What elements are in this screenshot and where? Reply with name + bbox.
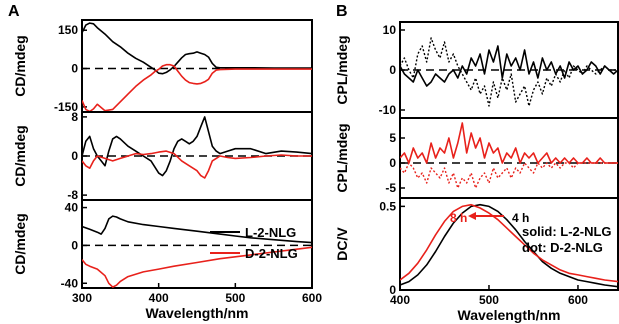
- panel-label-a: A: [8, 3, 20, 20]
- y-tick-label: 40: [65, 201, 79, 215]
- legend-text-dot: dot: D-2-NLG: [522, 240, 603, 255]
- x-tick-label: 600: [568, 293, 588, 307]
- series-line-dotted-1: [400, 162, 618, 189]
- legend-text-solid: solid: L-2-NLG: [522, 224, 612, 239]
- x-tick-label: 500: [479, 293, 499, 307]
- chart-b2: 5 0 -5 CPL/mdeg: [334, 117, 619, 199]
- y-tick-label: 8: [71, 110, 78, 124]
- y-tick-label: 150: [58, 23, 78, 37]
- y-axis-label: CPL/mdeg: [334, 123, 350, 192]
- y-axis-label: CD/mdeg: [12, 213, 28, 274]
- y-tick-label: 0: [71, 238, 78, 252]
- y-axis-label: CPL/mdeg: [334, 35, 350, 104]
- y-tick-label: -10: [379, 103, 397, 117]
- x-tick-label: 400: [390, 293, 410, 307]
- annotations-b3: 8 h 4 h: [450, 211, 529, 225]
- series-line-line-1: [82, 246, 312, 288]
- series-line-d-2-nlg: [82, 150, 312, 179]
- legend-label-l: L-2-NLG: [245, 225, 296, 240]
- legend-label-d: D-2-NLG: [245, 246, 298, 261]
- plot-frame-a3: [81, 199, 313, 289]
- plot-frame-b3: [399, 197, 619, 291]
- series-line-solid-0: [400, 45, 618, 87]
- series-line-l-2-nlg: [82, 116, 312, 177]
- legend-a2: L-2-NLG D-2-NLG: [210, 225, 298, 261]
- series-line-line-0: [82, 22, 312, 75]
- annotation-arrow-head: [468, 212, 476, 220]
- series-line-4-h: [400, 203, 618, 288]
- y-tick-label: 0: [389, 283, 396, 297]
- plot-frame-b2: [399, 117, 619, 199]
- y-tick-label: 10: [383, 23, 397, 37]
- x-axis-label: Wavelength/nm: [146, 305, 249, 321]
- annotation-8h: 8 h: [450, 211, 467, 225]
- chart-b1: 10 0 -10 CPL/mdeg: [334, 21, 619, 119]
- panel-label-b: B: [336, 3, 348, 20]
- y-tick-label: 0: [389, 156, 396, 170]
- annotation-4h: 4 h: [512, 211, 529, 225]
- y-tick-label: -40: [61, 276, 79, 290]
- x-tick-label: 400: [149, 291, 169, 305]
- y-tick-label: 0: [71, 149, 78, 163]
- x-tick-label: 500: [225, 291, 245, 305]
- y-axis-label: DC/V: [334, 227, 350, 261]
- y-axis-label: CD/mdeg: [12, 125, 28, 186]
- chart-a1: 150 0 -150 CD/mdeg: [12, 19, 313, 114]
- y-tick-label: -8: [67, 188, 78, 202]
- series-line-line-0: [82, 215, 312, 244]
- chart-a2: 8 0 -8 CD/mdeg: [12, 110, 313, 202]
- x-axis-label: Wavelength/nm: [458, 307, 561, 323]
- y-tick-label: -150: [54, 100, 78, 114]
- plot-frame-a1: [81, 19, 313, 113]
- y-tick-label: 0: [389, 63, 396, 77]
- x-tick-label: 300: [72, 291, 92, 305]
- y-tick-label: -5: [385, 181, 396, 195]
- series-line-8-h: [400, 203, 618, 283]
- legend-b2: solid: L-2-NLG dot: D-2-NLG: [522, 224, 612, 255]
- y-tick-label: 0.5: [379, 199, 396, 213]
- series-line-solid-0: [400, 122, 618, 164]
- y-axis-label: CD/mdeg: [12, 35, 28, 96]
- y-tick-label: 0: [71, 62, 78, 76]
- y-tick-label: 5: [389, 131, 396, 145]
- x-tick-label: 600: [302, 291, 322, 305]
- series-line-line-1: [82, 63, 312, 112]
